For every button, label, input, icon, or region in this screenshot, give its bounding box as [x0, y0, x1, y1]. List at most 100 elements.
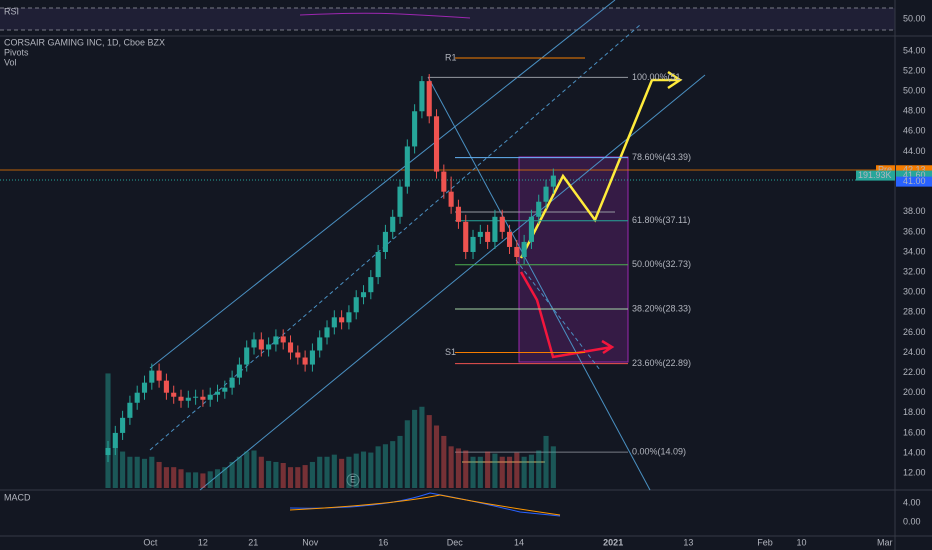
- candle-body: [375, 251, 381, 278]
- candle-body: [360, 292, 367, 298]
- x-tick-label: 2021: [603, 537, 623, 547]
- volume-bar: [506, 456, 513, 488]
- price-tag-name: [856, 170, 895, 181]
- channel: [199, 74, 706, 491]
- candle-body: [178, 396, 184, 401]
- candle-body: [302, 357, 308, 365]
- volume-bar: [280, 463, 286, 488]
- volume-bar: [536, 450, 542, 488]
- y-tick-label: 32.00: [903, 266, 926, 276]
- candle-body: [426, 81, 432, 117]
- volume-bar: [455, 448, 461, 488]
- macd-tick-label: 4.00: [903, 497, 921, 507]
- y-tick-label: 16.00: [903, 427, 926, 437]
- candle-body: [404, 146, 410, 187]
- volume-bar: [543, 435, 549, 488]
- volume-bar: [120, 451, 126, 488]
- candle-body: [244, 347, 250, 365]
- y-tick-label: 54.00: [903, 45, 926, 55]
- candle-body: [207, 394, 213, 400]
- volume-bar: [375, 446, 381, 488]
- candle-body: [309, 350, 315, 365]
- volume-bar: [171, 467, 177, 488]
- volume-bar: [514, 452, 520, 488]
- y-tick-label: 14.00: [903, 447, 926, 457]
- x-tick-label: Feb: [757, 537, 773, 547]
- volume-bar: [317, 456, 323, 488]
- candle-body: [536, 201, 542, 217]
- volume-bar: [550, 446, 556, 488]
- y-tick-label: 36.00: [903, 226, 926, 236]
- candle-body: [156, 370, 162, 381]
- y-tick-label: 26.00: [903, 327, 926, 337]
- candle-body: [499, 216, 505, 232]
- candle-body: [193, 396, 199, 398]
- price-tag-name-label: 191.93K: [858, 170, 892, 180]
- volume-bar: [258, 456, 264, 488]
- candle-body: [477, 231, 483, 237]
- y-tick-label: 22.00: [903, 367, 926, 377]
- y-tick-label: 28.00: [903, 307, 926, 317]
- candle-body: [506, 231, 513, 247]
- volume-bar: [346, 456, 352, 488]
- candle-body: [331, 317, 337, 328]
- candle-body: [346, 312, 352, 323]
- x-tick-label: 16: [378, 537, 388, 547]
- candle-body: [251, 339, 257, 348]
- volume-bar: [185, 472, 191, 488]
- candle-body: [120, 417, 126, 433]
- fib-label: 100.00%(51.: [632, 72, 683, 82]
- volume-bar: [528, 454, 534, 488]
- candle-body: [222, 387, 228, 392]
- chart-title: CORSAIR GAMING INC, 1D, Cboe BZX: [4, 37, 165, 47]
- indicator: Pivots: [4, 47, 29, 57]
- y-tick-label: 24.00: [903, 347, 926, 357]
- candle-body: [543, 186, 549, 202]
- y-tick-label: 38.00: [903, 206, 926, 216]
- volume-bar: [463, 450, 469, 488]
- volume-bar: [149, 456, 155, 488]
- candle-body: [273, 336, 279, 345]
- rsi-line: [299, 12, 471, 19]
- fib-label: 50.00%(32.73): [632, 259, 691, 269]
- volume-bar: [412, 409, 418, 488]
- candle-body: [171, 392, 177, 397]
- rsi-band: [0, 8, 895, 30]
- y-tick-label: 44.00: [903, 146, 926, 156]
- x-tick-label: 10: [797, 537, 807, 547]
- volume-bar: [492, 453, 498, 488]
- candle-body: [229, 377, 235, 388]
- y-tick-label: 30.00: [903, 287, 926, 297]
- candle-body: [185, 397, 191, 401]
- volume-bar: [390, 441, 396, 488]
- macd-title: MACD: [4, 492, 31, 502]
- volume-bar: [141, 458, 148, 488]
- fib-label: 78.60%(43.39): [632, 152, 691, 162]
- volume-bar: [485, 451, 491, 488]
- candle-body: [280, 336, 286, 343]
- candle-body: [287, 342, 294, 353]
- candle-body: [397, 186, 403, 217]
- volume-bar: [360, 451, 367, 488]
- y-tick-label: 20.00: [903, 387, 926, 397]
- candle-body: [514, 246, 520, 258]
- x-tick-label: Dec: [447, 537, 464, 547]
- fib-label: 38.20%(28.33): [632, 303, 691, 313]
- event-marker: [346, 473, 360, 487]
- candle-body: [141, 382, 148, 393]
- volume-bar: [499, 456, 505, 488]
- y-tick-label: 18.00: [903, 407, 926, 417]
- volume-bar: [105, 373, 111, 488]
- y-tick-label: 12.00: [903, 467, 926, 477]
- volume-bar: [295, 467, 301, 488]
- volume-bar: [112, 446, 118, 488]
- price-tag: [896, 176, 932, 187]
- candle-body: [134, 392, 140, 403]
- rsi-tick-label: 50.00: [903, 13, 926, 23]
- candle-body: [433, 116, 440, 172]
- pivot-label: R1: [445, 52, 457, 62]
- volume-bar: [353, 453, 359, 488]
- fib-label: 23.60%(22.89): [632, 358, 691, 368]
